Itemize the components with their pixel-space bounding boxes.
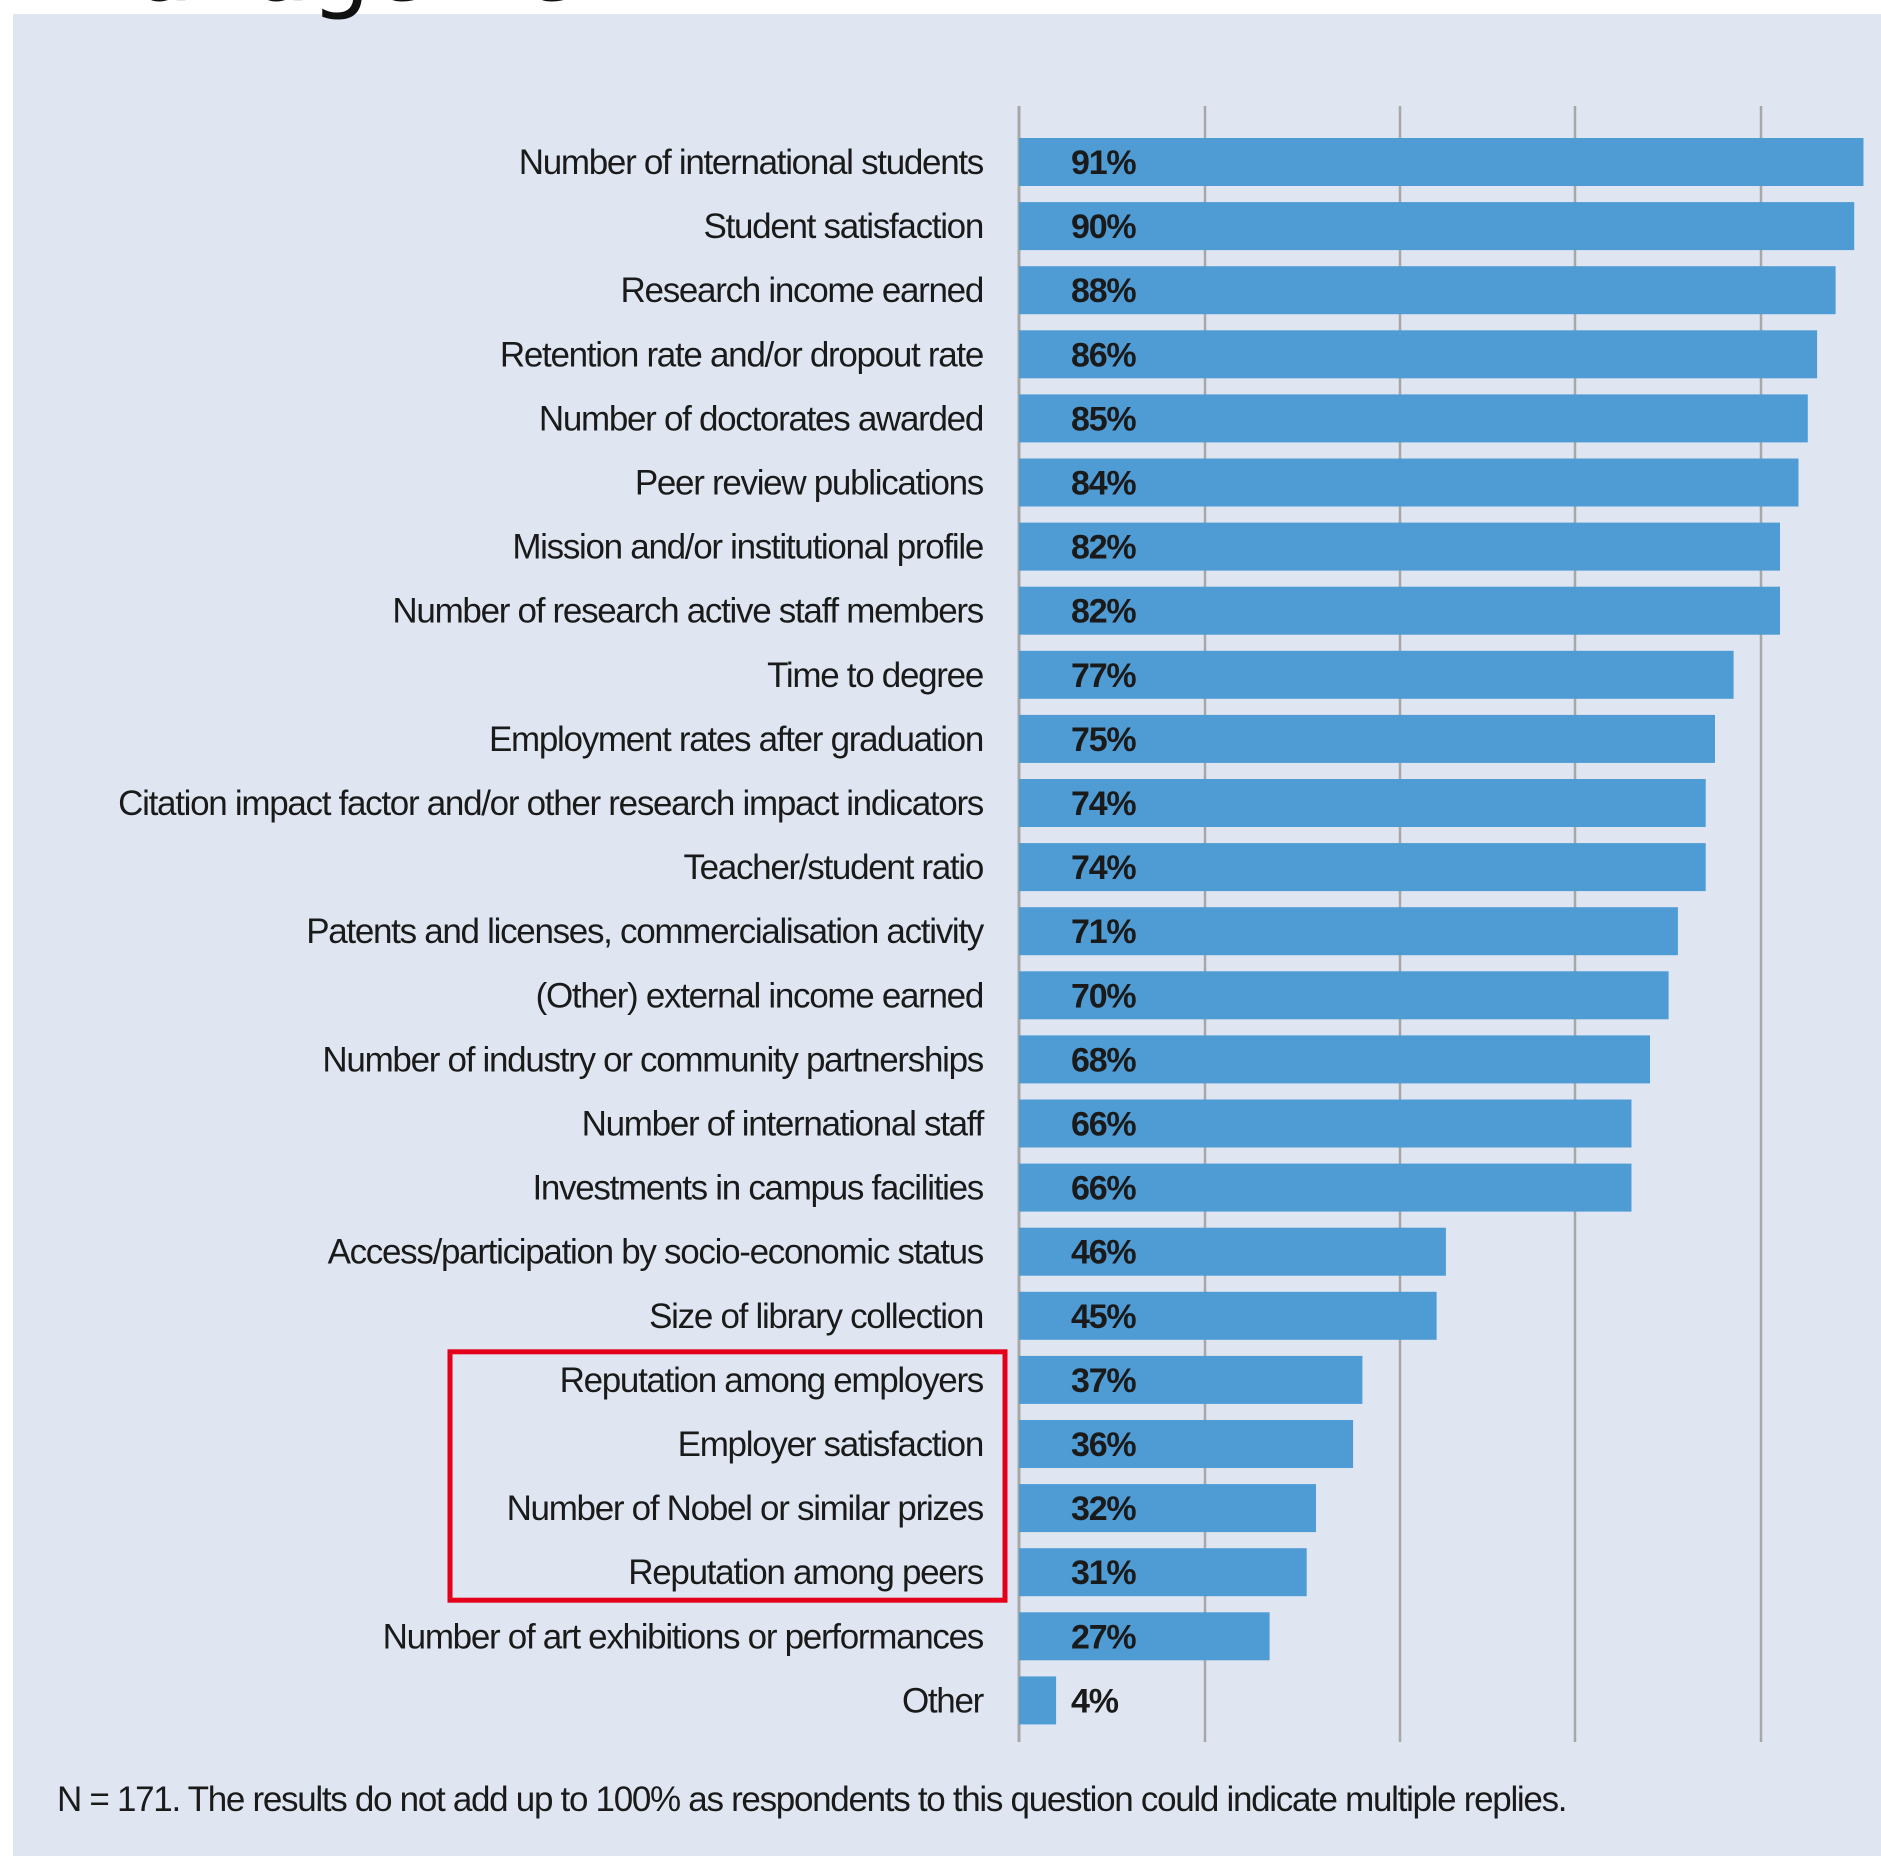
value-label: 86% <box>1071 336 1136 374</box>
bars <box>1019 138 1864 1725</box>
bar <box>1019 522 1780 571</box>
category-label: Number of international students <box>519 143 984 182</box>
bar <box>1019 1355 1363 1404</box>
category-label: Reputation among employers <box>560 1361 984 1400</box>
value-label: 74% <box>1071 849 1136 887</box>
category-label: Access/participation by socio-economic s… <box>328 1233 984 1272</box>
category-label: Number of research active staff members <box>392 592 983 631</box>
category-label: Employment rates after graduation <box>489 720 983 759</box>
bar <box>1019 1099 1632 1148</box>
bar <box>1019 1291 1437 1340</box>
value-label: 74% <box>1071 785 1136 823</box>
value-label: 77% <box>1071 657 1136 695</box>
page-title: Management <box>55 0 674 16</box>
value-label: 36% <box>1071 1426 1136 1464</box>
bar <box>1019 266 1836 315</box>
category-label: Number of doctorates awarded <box>539 399 983 438</box>
category-label: Number of industry or community partners… <box>322 1040 983 1079</box>
bar <box>1019 714 1715 763</box>
value-label: 46% <box>1071 1234 1136 1272</box>
bar <box>1019 1676 1057 1725</box>
bar <box>1019 843 1706 892</box>
bar <box>1019 330 1818 379</box>
category-label: Other <box>902 1681 985 1720</box>
category-label: Mission and/or institutional profile <box>512 528 983 567</box>
category-label: Number of international staff <box>582 1105 985 1144</box>
category-label: Research income earned <box>621 271 983 310</box>
category-label: Student satisfaction <box>704 207 983 246</box>
category-label: Reputation among peers <box>628 1553 984 1592</box>
value-label: 27% <box>1071 1618 1136 1656</box>
value-label: 70% <box>1071 977 1136 1015</box>
bar <box>1019 1612 1270 1661</box>
value-label: 4% <box>1071 1682 1119 1720</box>
value-label: 68% <box>1071 1041 1136 1079</box>
bar <box>1019 586 1780 635</box>
value-label: 71% <box>1071 913 1136 951</box>
category-label: Patents and licenses, commercialisation … <box>306 912 985 951</box>
category-label: (Other) external income earned <box>536 976 983 1015</box>
value-label: 75% <box>1071 721 1136 759</box>
bar <box>1019 779 1706 827</box>
bar <box>1019 1548 1307 1597</box>
footnote: N = 171. The results do not add up to 10… <box>57 1780 1568 1819</box>
bar <box>1019 138 1864 186</box>
category-label: Employer satisfaction <box>678 1425 983 1464</box>
category-label: Peer review publications <box>635 464 984 503</box>
value-label: 82% <box>1071 593 1136 631</box>
value-label: 66% <box>1071 1170 1136 1208</box>
value-label: 84% <box>1071 465 1136 503</box>
bar <box>1019 458 1799 507</box>
category-label: Investments in campus facilities <box>532 1169 983 1208</box>
bar <box>1019 394 1808 443</box>
value-label: 37% <box>1071 1362 1136 1400</box>
value-label: 66% <box>1071 1106 1136 1144</box>
category-label: Teacher/student ratio <box>683 848 983 887</box>
value-label: 82% <box>1071 529 1136 567</box>
value-labels: 91% 90% 88% 86% 85% 84% 82% 82% 77% 75% 74% 74% 71% 7… <box>1071 144 1138 1720</box>
category-label: Citation impact factor and/or other rese… <box>118 784 984 823</box>
highlight-box <box>447 1349 1008 1603</box>
bar <box>1019 971 1669 1020</box>
category-label: Retention rate and/or dropout rate <box>500 335 983 374</box>
value-label: 32% <box>1071 1490 1136 1528</box>
category-label: Number of Nobel or similar prizes <box>507 1489 984 1528</box>
bar <box>1019 1484 1316 1533</box>
category-label: Size of library collection <box>649 1297 983 1336</box>
category-label: Number of art exhibitions or performance… <box>383 1617 984 1656</box>
bar <box>1019 907 1678 956</box>
value-label: 88% <box>1071 272 1136 310</box>
value-label: 45% <box>1071 1298 1136 1336</box>
value-label: 85% <box>1071 400 1136 438</box>
bar <box>1019 1420 1354 1468</box>
bar <box>1019 650 1734 699</box>
value-label: 31% <box>1071 1554 1136 1592</box>
value-label: 90% <box>1071 208 1136 246</box>
bar <box>1019 202 1855 251</box>
bar <box>1019 1163 1632 1212</box>
category-labels: Number of international students Student … <box>118 143 986 1720</box>
value-label: 91% <box>1071 144 1136 182</box>
bar <box>1019 1227 1446 1276</box>
category-label: Time to degree <box>767 656 983 695</box>
bar <box>1019 1035 1650 1084</box>
